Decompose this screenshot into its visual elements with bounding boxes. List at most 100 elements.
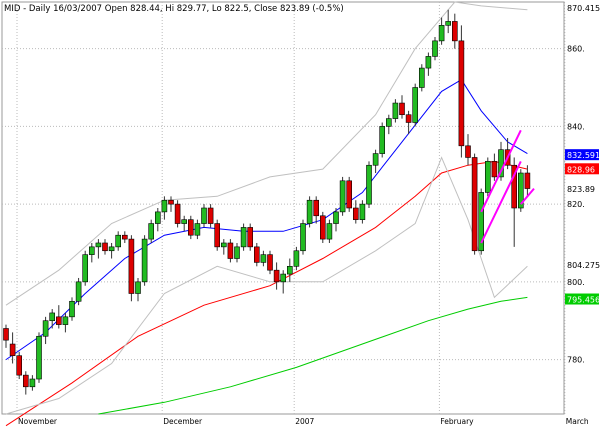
x-tick-label: November bbox=[18, 417, 58, 426]
candle-body bbox=[108, 246, 115, 252]
candle-body bbox=[498, 149, 504, 178]
candle-body bbox=[240, 227, 247, 248]
candle-body bbox=[260, 254, 267, 263]
candle-body bbox=[135, 281, 141, 294]
candle-body bbox=[148, 223, 154, 240]
trendline bbox=[480, 160, 522, 244]
price-label-text: 804.275 bbox=[567, 261, 600, 270]
trendline bbox=[480, 129, 522, 213]
candle-body bbox=[484, 161, 491, 193]
candle-body bbox=[115, 234, 121, 248]
candle-body bbox=[524, 172, 531, 189]
candle-body bbox=[359, 203, 366, 220]
price-labels: 870.415 832.591 828.96 823.89 804.275 795.456 bbox=[565, 2, 600, 305]
candle-body bbox=[36, 335, 42, 380]
candle-body bbox=[214, 223, 220, 248]
y-tick-label: 800. bbox=[567, 278, 585, 287]
candle-body bbox=[412, 87, 419, 123]
axes: 780. 800. 820. 840. 860. November December 2007… bbox=[18, 45, 589, 426]
candle-body bbox=[49, 312, 56, 322]
grid-layer bbox=[2, 2, 566, 414]
candle-body bbox=[89, 246, 95, 255]
indicator-lines bbox=[5, 1, 528, 427]
y-tick-label: 840. bbox=[567, 122, 585, 131]
candle-body bbox=[247, 227, 253, 248]
candle-body bbox=[517, 172, 524, 209]
candle-body bbox=[478, 192, 485, 252]
candle-body bbox=[267, 254, 273, 271]
candle-body bbox=[418, 67, 425, 88]
candle-body bbox=[82, 254, 88, 283]
indicator-line bbox=[5, 1, 528, 306]
candle-body bbox=[326, 223, 333, 240]
candle-body bbox=[168, 199, 174, 205]
price-label-text: 828.96 bbox=[567, 165, 595, 174]
candle-body bbox=[399, 102, 405, 116]
price-label-box bbox=[565, 163, 599, 175]
candle-body bbox=[227, 242, 234, 259]
price-label-text: 823.89 bbox=[567, 185, 595, 194]
candle-body bbox=[432, 40, 438, 57]
candle-body bbox=[201, 207, 207, 224]
price-label-text: 795.456 bbox=[567, 296, 600, 305]
x-tick-label: 2007 bbox=[295, 417, 314, 426]
candle-body bbox=[319, 215, 326, 240]
candle-body bbox=[491, 161, 498, 178]
candle-body bbox=[42, 320, 49, 337]
candle-body bbox=[9, 343, 16, 356]
price-label-box bbox=[565, 2, 599, 14]
chart-header: MID - Daily 16/03/2007 Open 828.44, Hi 8… bbox=[4, 4, 344, 14]
trendline bbox=[520, 187, 535, 205]
candle-body bbox=[194, 223, 201, 236]
trendlines bbox=[480, 129, 535, 244]
x-tick-label: March bbox=[566, 417, 589, 426]
candle-body bbox=[379, 126, 386, 154]
candle-body bbox=[451, 21, 458, 42]
candle-body bbox=[339, 180, 346, 213]
candle-body bbox=[392, 102, 399, 119]
x-tick-label: December bbox=[163, 417, 203, 426]
candle-body bbox=[122, 234, 128, 240]
price-label-text: 832.591 bbox=[567, 151, 600, 160]
candle-body bbox=[128, 238, 135, 294]
candle-body bbox=[445, 21, 452, 26]
candle-body bbox=[372, 153, 379, 166]
candle-body bbox=[181, 219, 187, 224]
candle-body bbox=[254, 246, 260, 263]
candle-body bbox=[188, 219, 194, 236]
candle-body bbox=[22, 374, 29, 388]
candle-body bbox=[141, 238, 148, 283]
candle-body bbox=[511, 164, 518, 209]
candle-body bbox=[346, 180, 353, 209]
plot-frame bbox=[1, 1, 565, 415]
candle-body bbox=[273, 269, 280, 283]
indicator-line bbox=[5, 156, 528, 415]
y-tick-label: 860. bbox=[567, 45, 585, 54]
price-label-text: 870.415 bbox=[567, 4, 600, 13]
candle-body bbox=[306, 199, 313, 224]
candle-body bbox=[458, 40, 465, 147]
candles bbox=[3, 9, 531, 395]
candle-body bbox=[95, 242, 102, 248]
candle-body bbox=[280, 273, 287, 283]
candle-body bbox=[174, 203, 181, 224]
indicator-line bbox=[98, 296, 528, 415]
price-label-box bbox=[565, 259, 599, 271]
candle-body bbox=[293, 250, 300, 267]
candle-body bbox=[207, 207, 214, 224]
candle-body bbox=[69, 300, 75, 318]
candle-body bbox=[161, 199, 168, 213]
candle-body bbox=[471, 157, 478, 252]
candle-body bbox=[313, 199, 320, 217]
candle-body bbox=[405, 114, 412, 123]
candle-body bbox=[234, 246, 240, 259]
candle-body bbox=[221, 242, 227, 248]
y-tick-label: 780. bbox=[567, 356, 585, 365]
candle-body bbox=[352, 207, 359, 220]
candle-body bbox=[3, 328, 9, 341]
candle-body bbox=[286, 266, 293, 275]
price-label-box bbox=[565, 182, 599, 194]
candle-body bbox=[300, 223, 306, 252]
